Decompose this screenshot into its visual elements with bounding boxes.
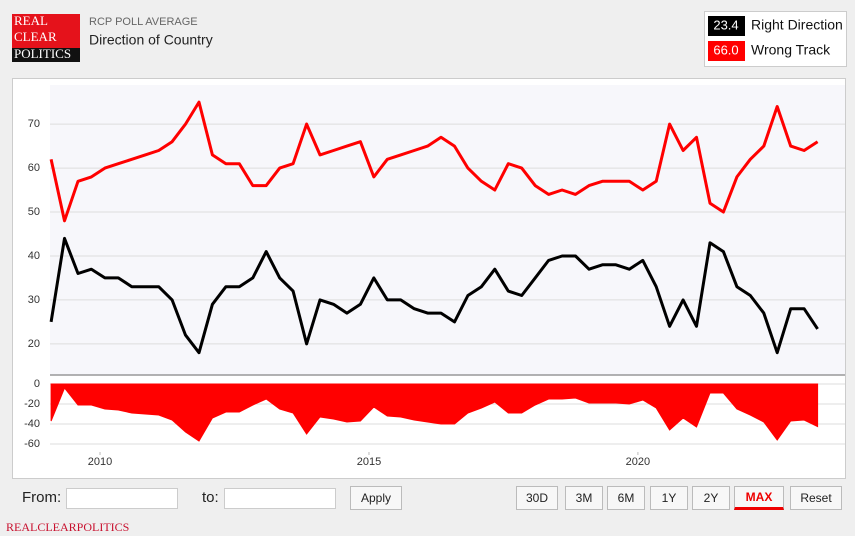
range-button[interactable]: 6M	[607, 486, 645, 510]
logo-text: CLEAR	[14, 29, 57, 44]
chart: REAL CLEAR POLITICS RCP POLL AVERAGE Dir…	[12, 11, 847, 479]
y-tick-label: 60	[28, 162, 40, 174]
y-tick-label: -20	[24, 398, 40, 410]
series-line	[49, 236, 819, 355]
series-line	[49, 100, 819, 223]
logo-text: REAL	[14, 13, 48, 28]
legend-value: 23.4	[713, 17, 738, 32]
x-tick-label: 2010	[88, 456, 112, 468]
range-button[interactable]: MAX	[734, 486, 784, 510]
y-tick-label: 40	[28, 250, 40, 262]
y-tick-label: 0	[34, 378, 40, 390]
from-label: From:	[22, 489, 62, 506]
legend-swatch	[708, 41, 745, 61]
y-tick-label: 50	[28, 206, 40, 218]
logo-strip	[12, 48, 80, 62]
y-tick-label: -40	[24, 418, 40, 430]
legend-value: 66.0	[713, 42, 738, 57]
y-tick-label: 30	[28, 294, 40, 306]
chart-subtitle: RCP POLL AVERAGE	[89, 16, 198, 28]
to-input[interactable]	[224, 488, 336, 509]
x-tick-label: 2020	[626, 456, 650, 468]
chart-title: Direction of Country	[89, 32, 213, 48]
to-label: to:	[202, 489, 219, 506]
range-button[interactable]: 1Y	[650, 486, 688, 510]
y-tick-label: 20	[28, 338, 40, 350]
footer: REALCLEARPOLITICS	[6, 520, 130, 534]
plot-bg	[50, 85, 845, 375]
apply-button[interactable]: Apply	[350, 486, 402, 510]
range-button[interactable]: 2Y	[692, 486, 730, 510]
legend-label: Right Direction	[751, 17, 843, 33]
spread-area	[50, 383, 819, 442]
legend-swatch	[708, 16, 745, 36]
from-input[interactable]	[66, 488, 178, 509]
range-button[interactable]: 3M	[565, 486, 603, 510]
reset-button[interactable]: Reset	[790, 486, 842, 510]
legend-label: Wrong Track	[751, 42, 831, 58]
logo-text: POLITICS	[14, 46, 71, 61]
range-button[interactable]: 30D	[516, 486, 558, 510]
y-tick-label: -60	[24, 438, 40, 450]
x-tick-label: 2015	[357, 456, 381, 468]
y-tick-label: 70	[28, 118, 40, 130]
